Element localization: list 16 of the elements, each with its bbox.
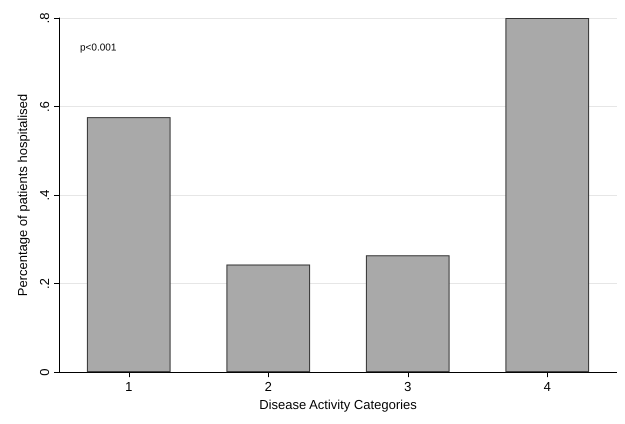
bar	[505, 18, 590, 372]
x-tick-label: 2	[264, 379, 272, 394]
bar	[86, 117, 171, 372]
y-tick-label: .4	[37, 190, 52, 200]
y-tick-label: .6	[37, 101, 52, 112]
x-tick-label: 4	[544, 379, 551, 394]
x-axis-title: Disease Activity Categories	[259, 397, 418, 412]
bar	[226, 264, 310, 372]
y-axis-title: Percentage of patients hospitalised	[15, 94, 30, 296]
y-tick-label: .2	[37, 278, 52, 289]
x-tick-label: 1	[125, 379, 132, 394]
annotation: p<0.001	[80, 42, 117, 54]
y-tick-label: 0	[37, 368, 52, 376]
x-tick-label: 3	[404, 379, 412, 394]
bar	[366, 255, 450, 372]
y-tick-label: .8	[37, 12, 52, 24]
